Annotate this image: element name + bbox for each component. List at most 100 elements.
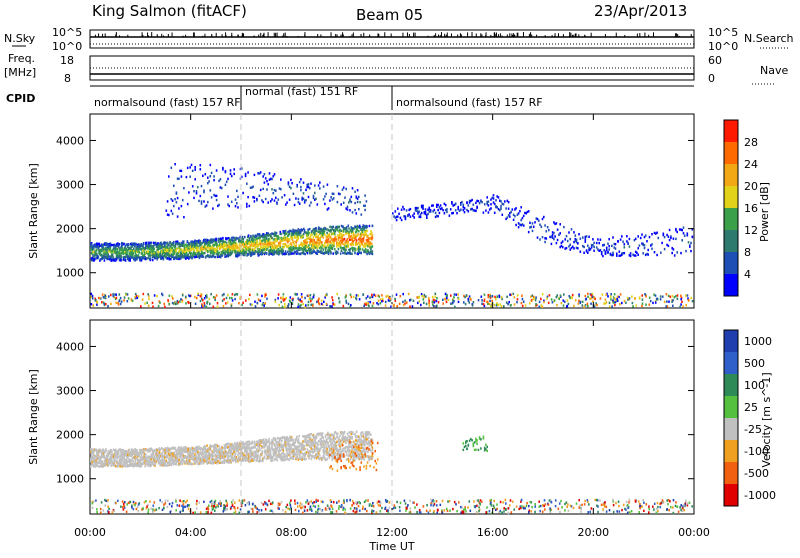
data-cell [502, 214, 504, 216]
data-cell [209, 245, 211, 247]
cpid-segment-label: normalsound (fast) 157 RF [396, 96, 543, 109]
data-cell [448, 299, 450, 301]
data-cell [204, 252, 206, 254]
data-cell [168, 214, 170, 216]
data-cell [349, 239, 351, 241]
data-cell [421, 212, 423, 214]
data-cell [602, 255, 604, 257]
data-cell [361, 238, 363, 240]
data-cell [238, 302, 240, 304]
data-cell [95, 455, 97, 457]
data-cell [120, 259, 122, 261]
data-cell [420, 216, 422, 218]
data-cell [148, 255, 150, 257]
data-cell [94, 258, 96, 260]
data-cell [262, 304, 264, 306]
data-cell [513, 219, 515, 221]
data-cell [211, 196, 213, 198]
data-cell [237, 196, 239, 198]
data-cell [491, 300, 493, 302]
data-cell [489, 300, 491, 302]
data-cell [590, 303, 592, 305]
data-cell [484, 300, 486, 302]
data-cell [181, 170, 183, 172]
data-cell [246, 203, 248, 205]
data-cell [145, 453, 147, 455]
data-cell [333, 303, 335, 305]
data-cell [283, 236, 285, 238]
freq-label: Freq. [8, 52, 35, 65]
data-cell [328, 238, 330, 240]
data-cell [132, 457, 134, 459]
data-cell [327, 184, 329, 186]
data-cell [361, 213, 363, 215]
data-cell [254, 301, 256, 303]
nsky-tick-top: 10^5 [52, 26, 82, 39]
data-cell [246, 251, 248, 253]
data-cell [347, 238, 349, 240]
data-cell [354, 191, 356, 193]
data-cell [342, 243, 344, 245]
data-cell [437, 215, 439, 217]
data-cell [468, 298, 470, 300]
data-cell [488, 204, 490, 206]
data-cell [145, 463, 147, 465]
data-cell [277, 240, 279, 242]
data-cell [193, 190, 195, 192]
data-cell [385, 301, 387, 303]
data-cell [620, 238, 622, 240]
data-cell [673, 238, 675, 240]
data-cell [466, 202, 468, 204]
data-cell [362, 243, 364, 245]
data-cell [630, 255, 632, 257]
data-cell [259, 239, 261, 241]
data-cell [586, 235, 588, 237]
data-cell [329, 199, 331, 201]
data-cell [274, 173, 276, 175]
data-cell [340, 252, 342, 254]
data-cell [546, 230, 548, 232]
data-cell [345, 233, 347, 235]
data-cell [356, 298, 358, 300]
data-cell [236, 251, 238, 253]
data-cell [316, 233, 318, 235]
data-cell [305, 189, 307, 191]
data-cell [380, 302, 382, 304]
data-cell [317, 203, 319, 205]
data-cell [402, 293, 404, 295]
data-cell [233, 168, 235, 170]
data-cell [569, 244, 571, 246]
data-cell [110, 303, 112, 305]
data-cell [283, 243, 285, 245]
noise-panel [90, 30, 694, 48]
data-cell [627, 242, 629, 244]
data-cell [368, 240, 370, 242]
data-cell [355, 226, 357, 228]
data-cell [651, 248, 653, 250]
data-cell [198, 200, 200, 202]
data-cell [275, 197, 277, 199]
y-tick-label: 2000 [56, 223, 84, 236]
data-cell [332, 228, 334, 230]
data-cell [541, 226, 543, 228]
data-cell [625, 302, 627, 304]
data-cell [138, 254, 140, 256]
data-cell [315, 235, 317, 237]
data-cell [253, 238, 255, 240]
data-cell [609, 302, 611, 304]
data-cell [228, 205, 230, 207]
data-cell [569, 295, 571, 297]
data-cell [176, 201, 178, 203]
data-cell [580, 301, 582, 303]
data-cell [323, 236, 325, 238]
data-cell [437, 209, 439, 211]
data-cell [143, 293, 145, 295]
data-cell [94, 460, 96, 462]
data-cell [468, 204, 470, 206]
data-cell [690, 250, 692, 252]
data-cell [290, 179, 292, 181]
colorbar-segment [724, 120, 738, 142]
data-cell [308, 232, 310, 234]
data-cell [147, 293, 149, 295]
